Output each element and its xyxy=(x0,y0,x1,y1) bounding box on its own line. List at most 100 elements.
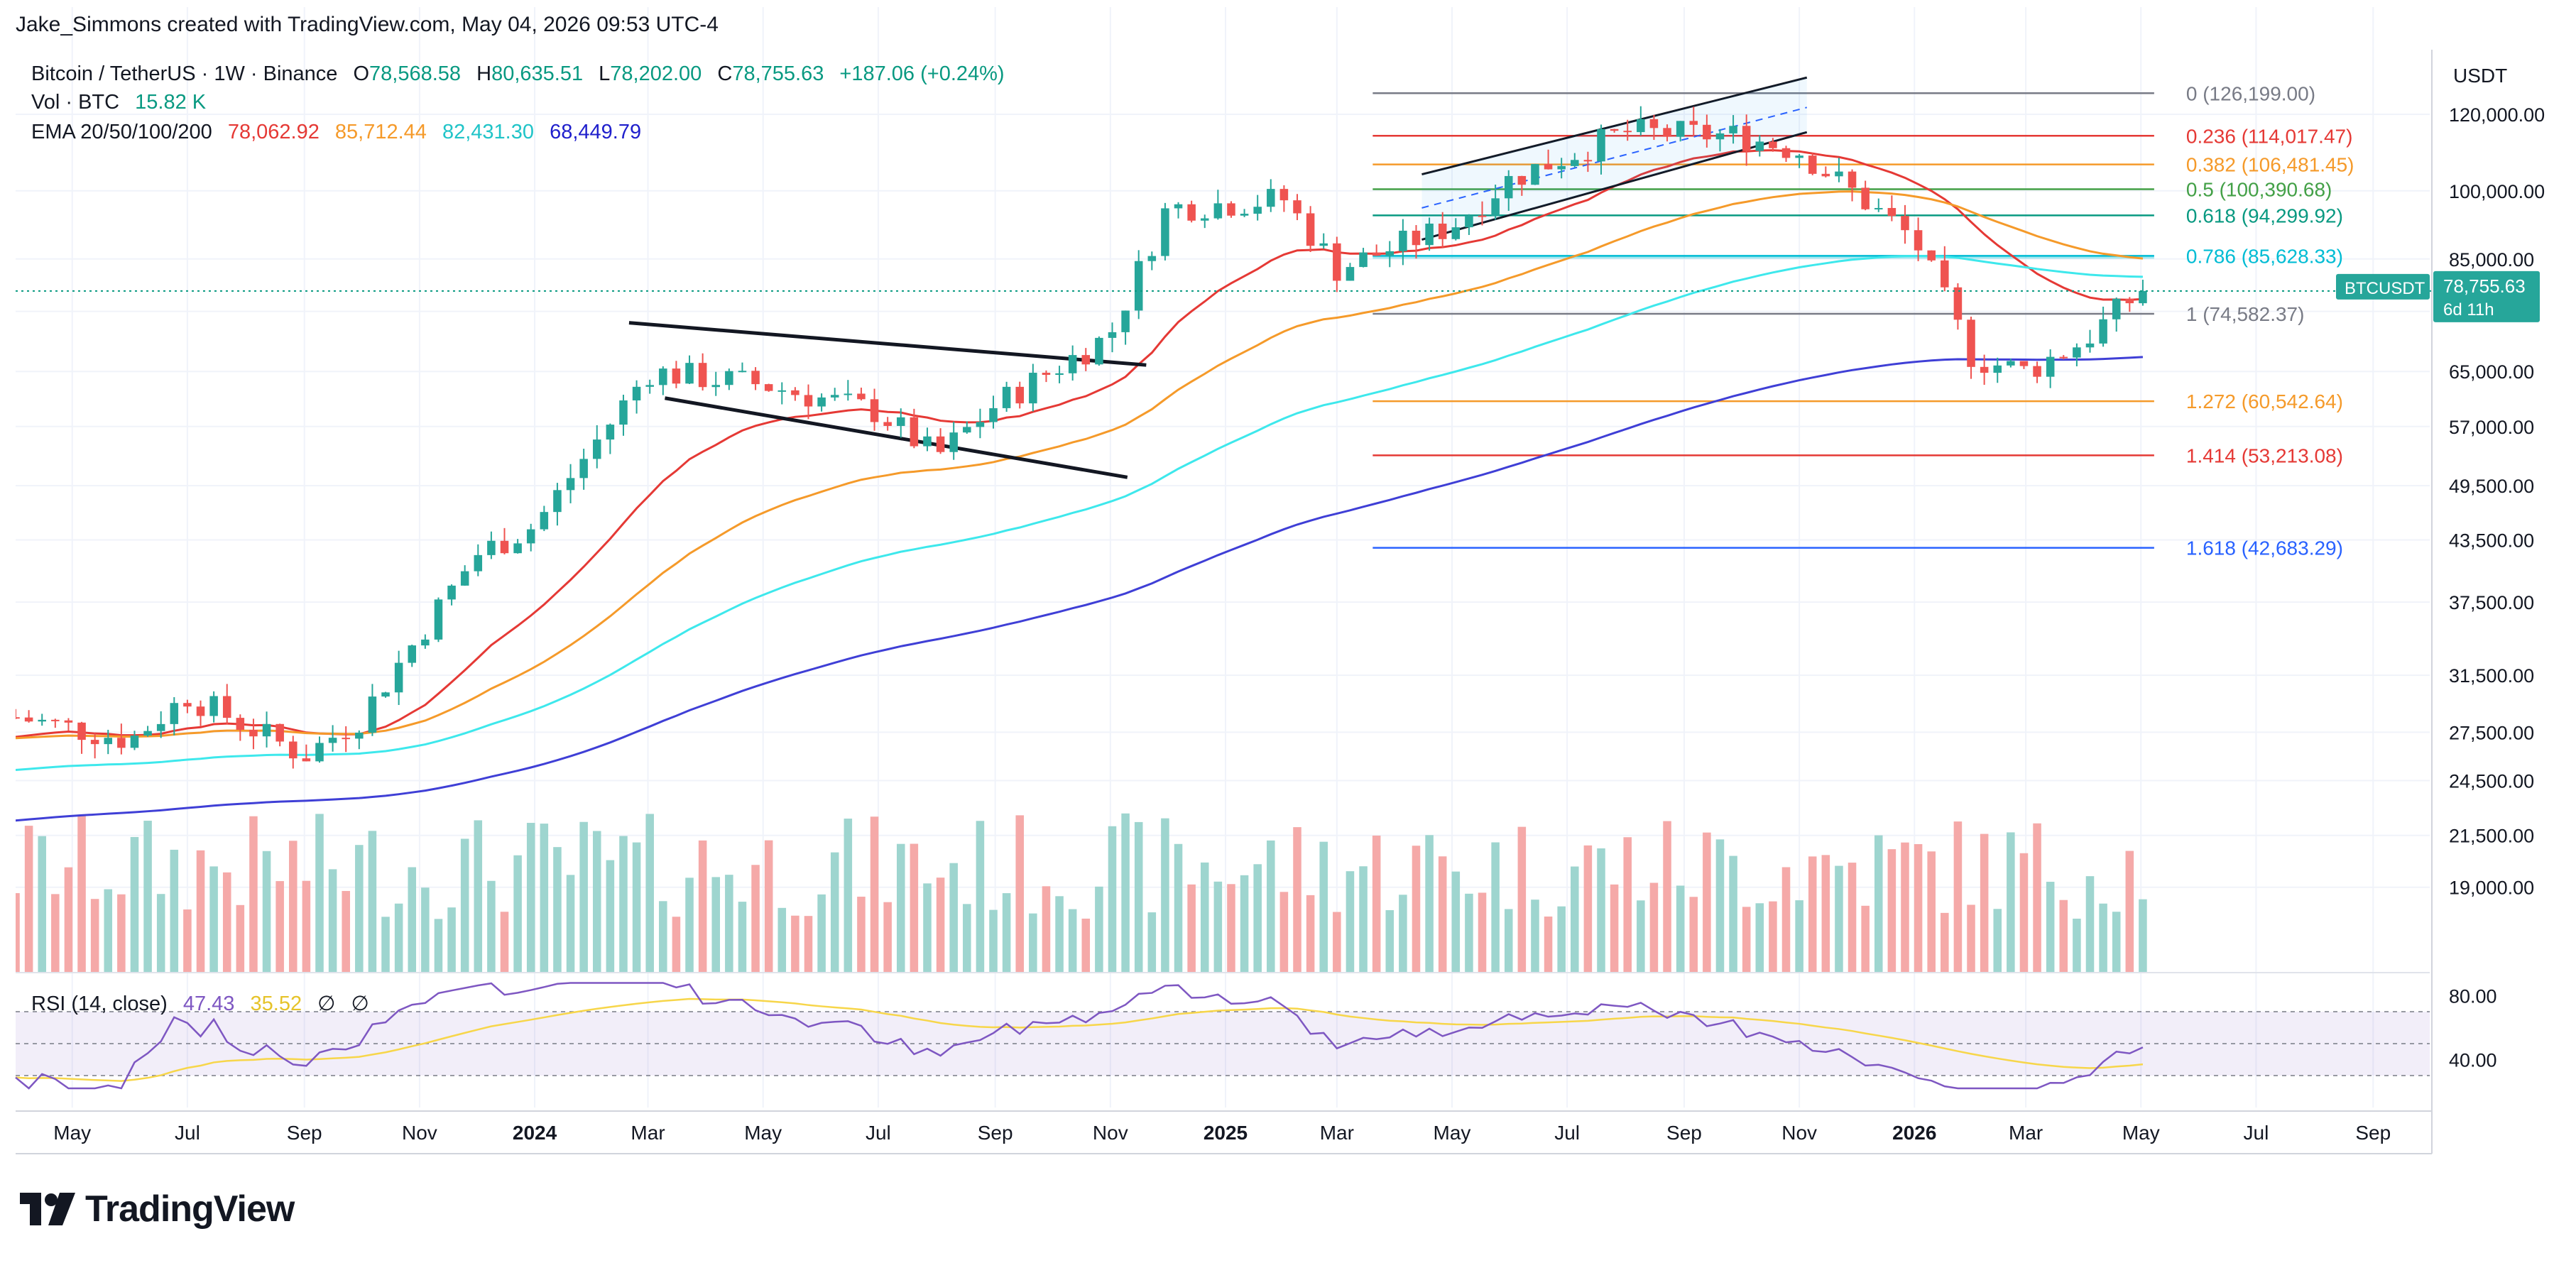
price-tick-label: 37,500.00 xyxy=(2449,592,2534,613)
volume-bar xyxy=(1781,867,1791,973)
volume-bar xyxy=(1887,849,1896,973)
volume-bar xyxy=(1200,862,1209,973)
candle-body xyxy=(883,422,892,426)
candle-body xyxy=(1571,160,1579,166)
volume-bar xyxy=(90,899,99,973)
volume-bar xyxy=(844,819,853,973)
volume-bar xyxy=(526,823,535,973)
candle-body xyxy=(989,408,998,422)
legend-ema-label[interactable]: EMA 20/50/100/200 xyxy=(31,121,212,143)
legend-symbol[interactable]: Bitcoin / TetherUS · 1W · Binance xyxy=(31,62,338,85)
volume-bar xyxy=(381,917,390,973)
volume-bar xyxy=(976,821,985,973)
volume-bar xyxy=(1914,843,1923,973)
candle-body xyxy=(1478,215,1487,217)
price-tick-label: 100,000.00 xyxy=(2449,181,2545,202)
price-tick-label: 85,000.00 xyxy=(2449,249,2534,270)
legend-vol-label[interactable]: Vol · BTC xyxy=(31,91,120,114)
time-tick-label: Nov xyxy=(402,1122,437,1144)
time-tick-label: May xyxy=(2122,1122,2160,1144)
candle-body xyxy=(1042,373,1051,376)
volume-bar xyxy=(791,915,799,973)
volume-bar xyxy=(619,836,628,973)
candle-body xyxy=(1200,218,1209,221)
price-tick-label: 24,500.00 xyxy=(2449,771,2534,792)
candle-body xyxy=(2059,356,2068,359)
rsi-line xyxy=(15,982,2144,1090)
legend-volume: Vol · BTC 15.82 K xyxy=(31,91,216,114)
candle-body xyxy=(24,717,33,722)
volume-bar xyxy=(1029,913,1037,973)
volume-bar xyxy=(156,894,165,973)
candle-body xyxy=(764,384,773,391)
fib-label-1.618: 1.618 (42,683.29) xyxy=(2186,537,2343,559)
candle-body xyxy=(579,459,588,479)
rsi-label[interactable]: RSI (14, close) xyxy=(31,993,168,1015)
volume-bar xyxy=(289,841,298,973)
volume-bar xyxy=(540,824,549,973)
time-tick-label: Mar xyxy=(1320,1122,1354,1144)
candle-body xyxy=(698,363,707,388)
volume-bar xyxy=(1068,909,1077,973)
candle-body xyxy=(1465,215,1473,228)
candle-body xyxy=(976,422,985,427)
volume-bar xyxy=(685,877,694,973)
candle-body xyxy=(1927,250,1936,261)
time-tick-label: Sep xyxy=(1666,1122,1702,1144)
legend-high: H80,635.51 xyxy=(476,62,584,85)
candle-body xyxy=(1293,200,1301,214)
candle-body xyxy=(1953,287,1963,320)
legend-ema: EMA 20/50/100/200 78,062.92 85,712.44 82… xyxy=(31,121,651,144)
candle-body xyxy=(963,427,971,433)
candle-body xyxy=(870,399,879,422)
candle-body xyxy=(328,738,337,743)
volume-bar xyxy=(1319,841,1328,973)
candle-body xyxy=(1874,207,1883,209)
volume-bar xyxy=(1769,901,1777,973)
candle-body xyxy=(1412,230,1421,246)
volume-bar xyxy=(1372,835,1381,973)
candle-body xyxy=(2073,347,2081,358)
fib-label-0.236: 0.236 (114,017.47) xyxy=(2186,125,2353,147)
candle-body xyxy=(1425,223,1434,246)
volume-bar xyxy=(777,907,787,973)
rsi-value: 47.43 xyxy=(182,993,235,1015)
candle-body xyxy=(447,585,456,600)
tradingview-logo[interactable]: TradingView xyxy=(20,1184,295,1234)
volume-bar xyxy=(896,843,905,973)
volume-bar xyxy=(249,816,258,973)
volume-bar xyxy=(1267,840,1275,973)
rsi-sym1: ∅ xyxy=(317,993,336,1015)
volume-bar xyxy=(1504,909,1513,973)
falling-wedge-bottom xyxy=(665,396,1128,479)
volume-bar xyxy=(1663,821,1671,973)
volume-bar xyxy=(513,855,522,973)
trendline-drawings[interactable] xyxy=(628,76,1808,479)
candle-body xyxy=(1029,373,1037,404)
volume-bar xyxy=(1544,917,1553,973)
candle-body xyxy=(1821,173,1830,177)
volume-bar xyxy=(1531,900,1539,973)
fib-label-1.414: 1.414 (53,213.08) xyxy=(2186,444,2343,466)
volume-bar xyxy=(236,904,245,973)
volume-bar xyxy=(1795,900,1803,973)
time-tick-label: Jul xyxy=(175,1122,200,1144)
volume-bar xyxy=(64,867,73,973)
candle-body xyxy=(1941,260,1949,288)
fib-label-1.272: 1.272 (60,542.64) xyxy=(2186,390,2343,412)
time-tick-label: Mar xyxy=(631,1122,665,1144)
price-tick-label: 120,000.00 xyxy=(2449,104,2545,126)
volume-bar xyxy=(751,865,760,973)
candle-body xyxy=(1213,203,1223,219)
volume-bar xyxy=(1333,912,1341,973)
volume-bar xyxy=(1637,900,1645,973)
time-tick-label: Jul xyxy=(2244,1122,2269,1144)
time-tick-label: Sep xyxy=(287,1122,322,1144)
volume-bar xyxy=(1755,903,1764,973)
time-tick-label: Jul xyxy=(1554,1122,1580,1144)
fib-label-0.786: 0.786 (85,628.33) xyxy=(2186,245,2343,267)
rising-channel-fill xyxy=(1421,77,1807,240)
volume-bar xyxy=(1703,832,1711,973)
candle-body xyxy=(844,393,853,395)
price-tick-label: 19,000.00 xyxy=(2449,877,2534,899)
